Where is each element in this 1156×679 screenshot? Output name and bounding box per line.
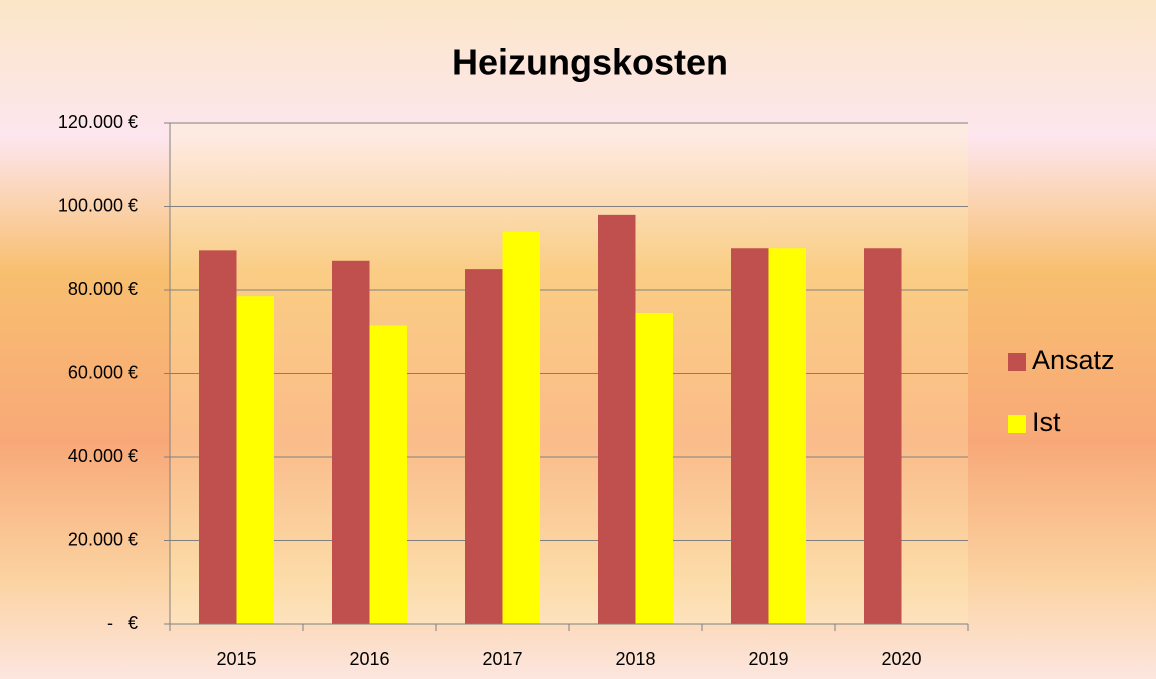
y-tick-label: - € bbox=[107, 613, 138, 633]
y-tick-label: 80.000 € bbox=[68, 279, 138, 299]
bar bbox=[731, 248, 769, 624]
x-tick-label: 2015 bbox=[216, 649, 256, 669]
bar bbox=[236, 296, 274, 624]
y-tick-label: 40.000 € bbox=[68, 446, 138, 466]
chart-title: Heizungskosten bbox=[452, 42, 728, 83]
legend-label: Ansatz bbox=[1032, 345, 1115, 375]
legend-label: Ist bbox=[1032, 407, 1061, 437]
legend-swatch bbox=[1008, 353, 1026, 371]
x-tick-label: 2016 bbox=[349, 649, 389, 669]
bar bbox=[598, 214, 636, 624]
y-tick-label: 120.000 € bbox=[58, 112, 138, 132]
x-tick-label: 2018 bbox=[615, 649, 655, 669]
y-tick-label: 60.000 € bbox=[68, 362, 138, 382]
x-tick-label: 2017 bbox=[482, 649, 522, 669]
bar bbox=[864, 248, 902, 624]
bar bbox=[332, 260, 370, 624]
bar bbox=[465, 269, 503, 624]
x-tick-label: 2019 bbox=[748, 649, 788, 669]
y-tick-label: 100.000 € bbox=[58, 195, 138, 215]
bar bbox=[502, 231, 540, 625]
bar bbox=[768, 248, 806, 624]
y-tick-label: 20.000 € bbox=[68, 529, 138, 549]
x-tick-label: 2020 bbox=[881, 649, 921, 669]
bar bbox=[635, 312, 673, 624]
legend-swatch bbox=[1008, 415, 1026, 433]
bar bbox=[369, 325, 407, 624]
bar bbox=[199, 250, 237, 624]
